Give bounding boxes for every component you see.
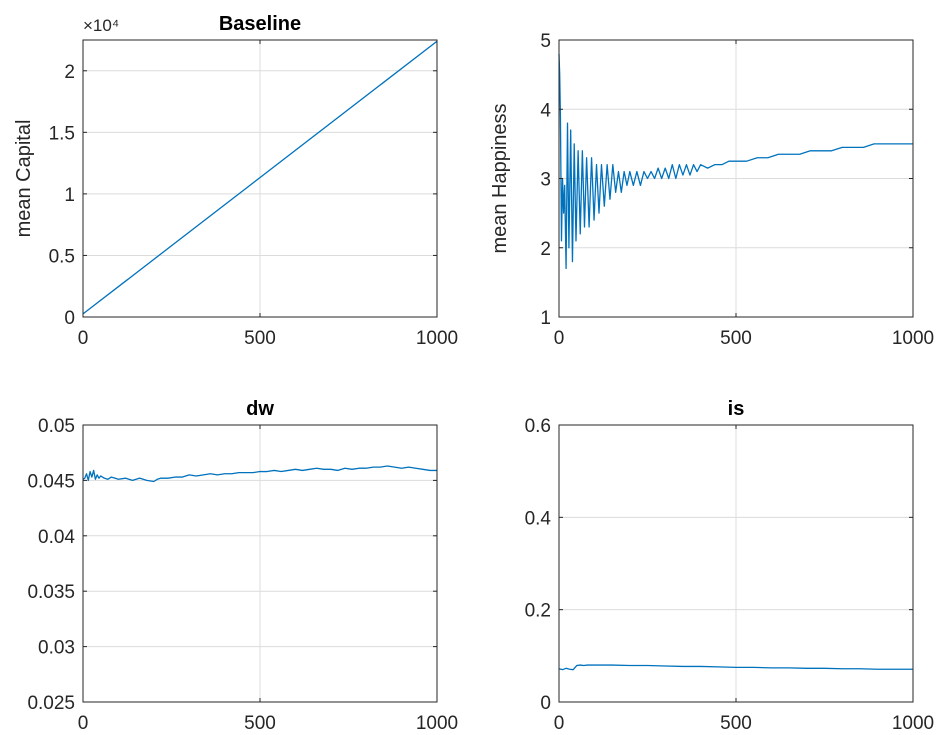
series-line-0 xyxy=(82,40,438,315)
y-tick-label: 0.035 xyxy=(27,582,75,603)
x-tick-label: 1000 xyxy=(416,713,458,734)
series-line-0 xyxy=(558,53,913,270)
y-tick-label: 0.6 xyxy=(525,416,551,437)
y-tick-label: 3 xyxy=(540,170,551,191)
y-axis-label: mean Happiness xyxy=(489,103,511,253)
y-tick-label: 0.03 xyxy=(38,638,75,659)
happiness-plot: 0 500 1000 1 2 3 4 5 mean Happiness xyxy=(489,31,934,349)
y-tick-label: 0.4 xyxy=(525,508,552,529)
y-tick-label: 0.04 xyxy=(38,527,75,548)
is-plot: 0 500 1000 0 0.2 0.4 0.6 is xyxy=(525,398,935,734)
y-tick-label: 0.045 xyxy=(27,471,75,492)
y-tick-label: 0.025 xyxy=(27,693,75,714)
y-tick-label: 1 xyxy=(540,308,551,329)
x-tick-label: 500 xyxy=(244,328,276,349)
plot-title: dw xyxy=(246,398,274,420)
x-tick-label: 500 xyxy=(720,713,752,734)
dw-plot: 0 500 1000 0.025 0.03 0.035 0.04 0.045 0.05 dw xyxy=(27,398,458,734)
y-exponent-label: ×10⁴ xyxy=(83,16,119,35)
x-tick-label: 0 xyxy=(78,713,89,734)
y-tick-label: 2 xyxy=(540,239,551,260)
y-tick-label: 0 xyxy=(540,693,551,714)
series-line-0 xyxy=(558,664,913,671)
y-tick-label: 0.2 xyxy=(525,601,551,622)
x-tick-label: 1000 xyxy=(416,328,458,349)
y-tick-label: 0 xyxy=(64,308,75,329)
y-tick-label: 0.5 xyxy=(49,246,75,267)
y-tick-label: 1.5 xyxy=(49,123,75,144)
x-tick-label: 0 xyxy=(554,713,565,734)
baseline-capital-plot: 0 500 1000 0 0.5 1 1.5 2 ×10⁴ Baseline mean Capita… xyxy=(13,13,458,349)
y-tick-label: 4 xyxy=(540,100,551,121)
x-tick-label: 0 xyxy=(78,328,89,349)
y-tick-label: 5 xyxy=(540,31,551,52)
x-tick-label: 500 xyxy=(244,713,276,734)
y-tick-label: 0.05 xyxy=(38,416,75,437)
plot-title: Baseline xyxy=(219,13,301,35)
x-tick-label: 0 xyxy=(554,328,565,349)
x-tick-label: 1000 xyxy=(892,328,934,349)
y-tick-label: 1 xyxy=(64,185,75,206)
x-tick-label: 500 xyxy=(720,328,752,349)
y-axis-label: mean Capital xyxy=(13,120,35,238)
x-tick-label: 1000 xyxy=(892,713,934,734)
y-tick-label: 2 xyxy=(64,62,75,83)
series-line-0 xyxy=(82,465,437,483)
plot-title: is xyxy=(728,398,745,420)
